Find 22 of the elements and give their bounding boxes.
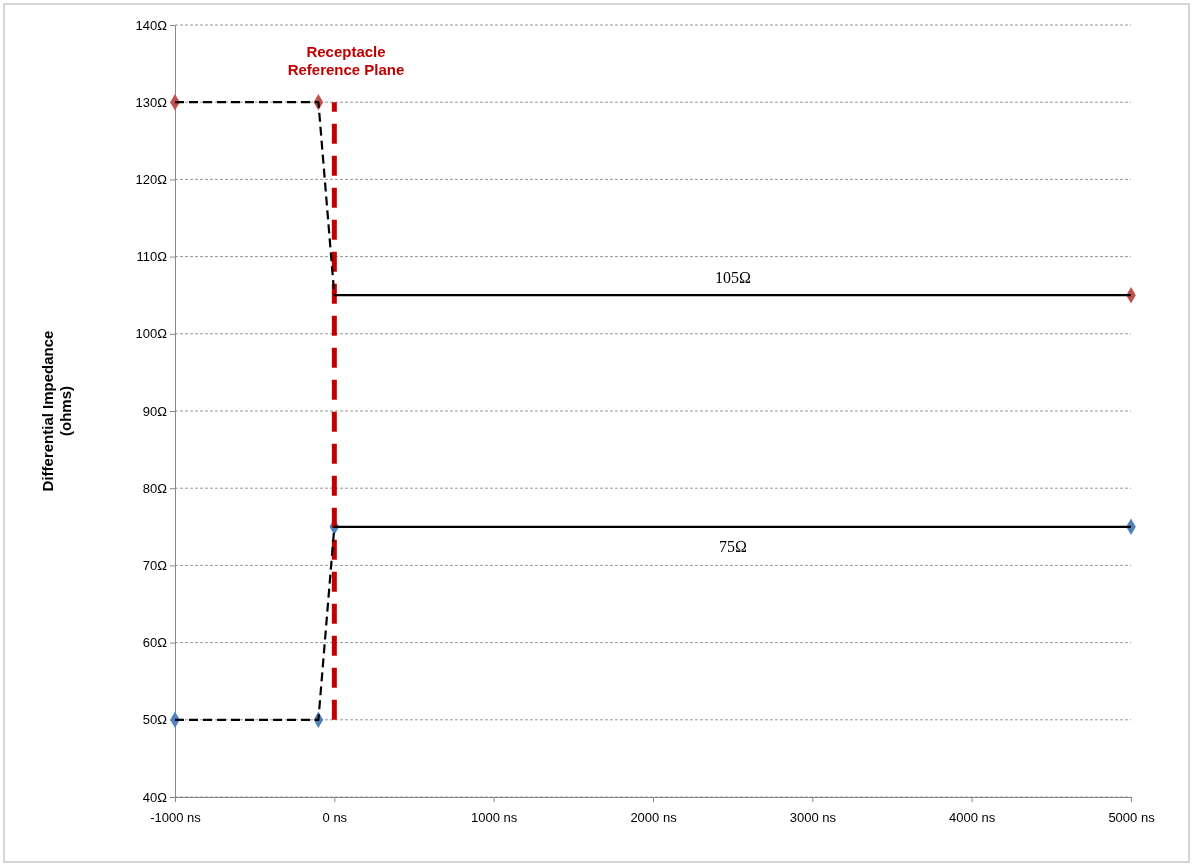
y-tick-label: 90Ω (142, 403, 168, 419)
x-tick-label: 5000 ns (1108, 809, 1156, 825)
y-tick-label: 120Ω (135, 172, 168, 188)
x-tick-label: 3000 ns (789, 809, 837, 825)
y-tick-label: 50Ω (142, 712, 168, 728)
x-tick-label: 2000 ns (630, 809, 678, 825)
y-axis-title: Differential Impedance (ohms) (38, 330, 74, 492)
annotation: 105Ω (715, 268, 752, 286)
y-tick-label: 40Ω (142, 789, 168, 805)
y-tick-label: 110Ω (136, 249, 168, 265)
y-tick-label: 60Ω (142, 635, 168, 651)
y-tick-label: 130Ω (135, 94, 168, 110)
x-tick-label: 1000 ns (471, 809, 518, 825)
x-tick-label: 4000 ns (949, 809, 996, 825)
annotation: Receptacle Reference Plane (287, 42, 405, 78)
y-tick-label: 70Ω (142, 558, 168, 574)
x-tick-label: 0 ns (322, 809, 348, 825)
annotation: 75Ω (719, 537, 748, 555)
y-tick-label: 100Ω (135, 326, 168, 342)
y-tick-label: 80Ω (142, 480, 168, 496)
x-tick-label: -1000 ns (150, 809, 202, 825)
y-tick-label: 140Ω (135, 17, 168, 33)
